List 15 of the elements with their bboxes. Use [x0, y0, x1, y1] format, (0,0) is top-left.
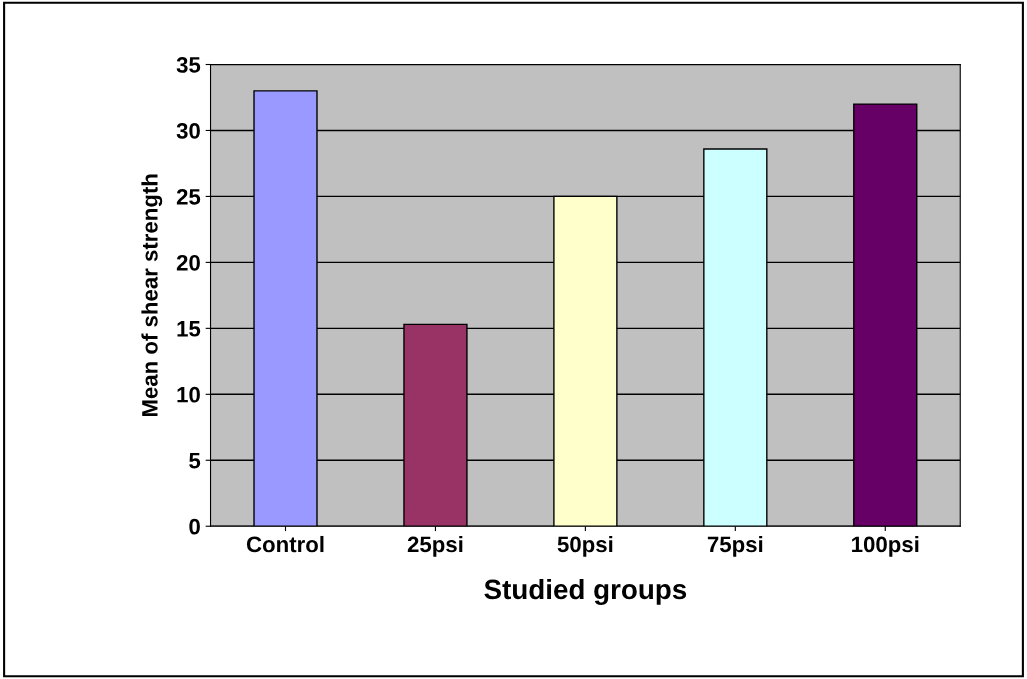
y-tick-label: 10 — [177, 386, 200, 403]
y-tick-label: 15 — [177, 321, 201, 337]
x-tick-label: 75psi — [707, 535, 763, 557]
x-tick-label: 50psi — [557, 535, 613, 557]
x-tick-label: 25psi — [407, 535, 463, 557]
y-tick-label: 5 — [189, 453, 201, 469]
y-tick-label: 35 — [176, 57, 201, 73]
x-axis-title: Studied groups — [484, 578, 687, 605]
y-tick-label: 30 — [176, 123, 200, 139]
y-tick-label: 20 — [176, 254, 200, 271]
y-axis-title: Mean of shear strength — [141, 174, 163, 417]
y-tick-label: 0 — [189, 518, 200, 535]
y-tick-label: 25 — [176, 188, 201, 205]
x-tick-label: 100psi — [852, 535, 919, 557]
x-tick-label: Control — [246, 535, 324, 553]
